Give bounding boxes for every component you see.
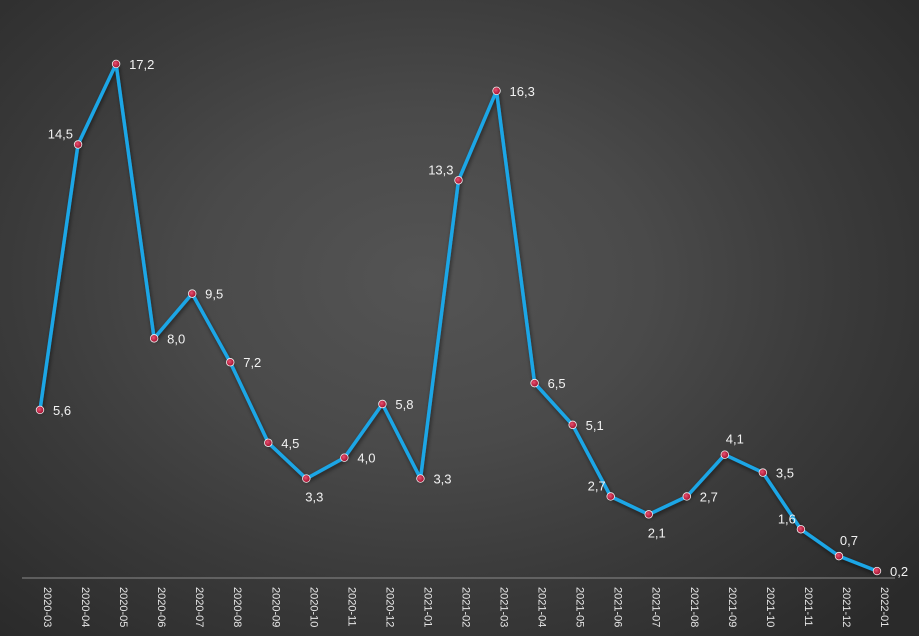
data-label: 16,3	[510, 84, 535, 99]
data-label: 14,5	[48, 126, 73, 141]
x-tick-label: 2020-03	[41, 587, 53, 627]
x-tick-label: 2020-06	[155, 587, 167, 627]
data-point	[720, 450, 730, 459]
data-point	[187, 289, 197, 298]
data-label: 4,1	[726, 432, 744, 447]
data-point	[73, 140, 83, 149]
data-point	[302, 474, 311, 483]
data-point	[682, 492, 691, 501]
data-label: 13,3	[428, 162, 453, 177]
data-point	[340, 453, 349, 462]
data-label: 5,8	[395, 397, 413, 412]
x-tick-layer: 2020-03 2020-04 2020-05 2020-06 2020-07 2020-…	[41, 587, 890, 627]
data-label: 5,1	[586, 418, 604, 433]
data-label: 0,7	[840, 533, 858, 548]
x-tick-label: 2021-05	[574, 587, 586, 627]
data-point	[872, 566, 882, 576]
series-line	[38, 62, 879, 573]
data-point	[644, 510, 653, 519]
x-tick-label: 2022-01	[878, 587, 890, 627]
x-tick-label: 2021-06	[612, 587, 624, 627]
data-point	[111, 59, 121, 69]
data-point	[378, 399, 387, 409]
x-tick-label: 2021-10	[764, 587, 776, 627]
series-layer	[35, 59, 882, 576]
data-label: 3,3	[305, 490, 323, 505]
data-point	[35, 405, 45, 415]
data-point	[454, 176, 463, 185]
x-tick-label: 2020-08	[231, 587, 243, 627]
data-label: 8,0	[167, 331, 185, 346]
data-point	[834, 551, 844, 561]
data-label: 9,5	[205, 287, 223, 302]
data-label: 7,2	[243, 355, 261, 370]
x-tick-label: 2021-07	[650, 587, 662, 627]
data-point	[226, 358, 235, 367]
data-point	[416, 474, 425, 483]
data-point	[568, 420, 577, 430]
data-label: 2,7	[700, 489, 718, 504]
data-label-layer: 5,6 14,5 17,2 8,0 9,5 7,2 4,5 3,3 4,0 5,8 3,3 13,3 1…	[48, 57, 908, 579]
x-tick-label: 2020-12	[383, 587, 395, 627]
data-label: 2,7	[588, 478, 606, 493]
data-label: 1,6	[778, 511, 796, 526]
data-point	[149, 334, 159, 343]
data-label: 4,5	[281, 436, 299, 451]
x-tick-label: 2020-04	[79, 587, 91, 627]
data-point	[606, 492, 615, 501]
data-label: 0,2	[890, 564, 908, 579]
data-label: 5,6	[53, 403, 71, 418]
x-tick-label: 2020-09	[269, 587, 281, 627]
x-tick-label: 2021-09	[726, 587, 738, 627]
x-tick-label: 2020-10	[307, 587, 319, 627]
data-label: 3,5	[776, 466, 794, 481]
x-tick-label: 2021-04	[536, 587, 548, 627]
x-tick-label: 2021-12	[840, 587, 852, 627]
data-label: 3,3	[433, 472, 451, 487]
data-label: 17,2	[129, 57, 154, 72]
x-tick-label: 2020-07	[193, 587, 205, 627]
data-label: 4,0	[357, 451, 375, 466]
x-tick-label: 2021-01	[421, 587, 433, 627]
x-tick-label: 2021-02	[460, 587, 472, 627]
x-tick-label: 2020-05	[117, 587, 129, 627]
x-tick-label: 2021-08	[688, 587, 700, 627]
data-point	[796, 525, 806, 534]
data-label: 6,5	[548, 376, 566, 391]
x-tick-label: 2020-11	[345, 587, 357, 627]
data-label: 2,1	[648, 525, 666, 540]
data-point	[264, 438, 273, 447]
x-tick-label: 2021-11	[802, 587, 814, 627]
data-point	[758, 468, 768, 477]
data-point	[530, 378, 539, 388]
data-point	[492, 86, 501, 95]
x-tick-label: 2021-03	[498, 587, 510, 627]
